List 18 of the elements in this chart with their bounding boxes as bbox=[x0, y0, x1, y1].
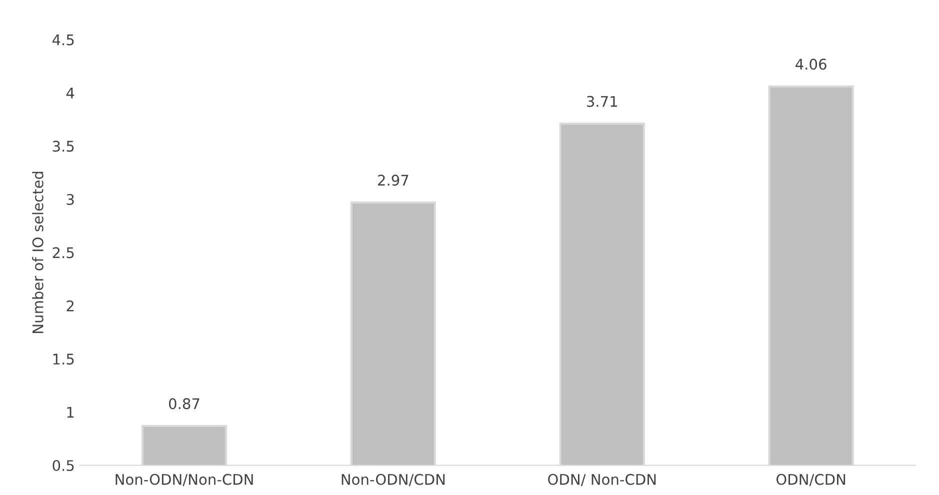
data-label: 2.97 bbox=[378, 174, 408, 186]
y-tick-label: 4 bbox=[66, 88, 74, 98]
data-label: 4.06 bbox=[796, 58, 826, 70]
y-tick-label: 0.5 bbox=[52, 460, 74, 472]
y-axis-title: Number of IO selected bbox=[32, 172, 44, 333]
y-tick-label: 2.5 bbox=[52, 247, 74, 258]
y-tick-label: 2 bbox=[66, 300, 74, 312]
y-tick-label: 1.5 bbox=[53, 354, 74, 365]
y-tick-label: 4.5 bbox=[52, 34, 74, 46]
x-tick-label: Non-ODN/Non-CDN bbox=[116, 474, 253, 486]
x-tick-label: ODN/ Non-CDN bbox=[548, 474, 656, 486]
x-tick-label: Non-ODN/CDN bbox=[342, 474, 445, 486]
y-tick-label: 1 bbox=[67, 406, 74, 418]
x-tick-label: ODN/CDN bbox=[776, 474, 846, 486]
y-tick-label: 3.5 bbox=[52, 140, 74, 152]
data-label: 3.71 bbox=[587, 96, 618, 107]
data-label: 0.87 bbox=[169, 398, 200, 410]
y-tick-label: 3 bbox=[66, 194, 74, 205]
